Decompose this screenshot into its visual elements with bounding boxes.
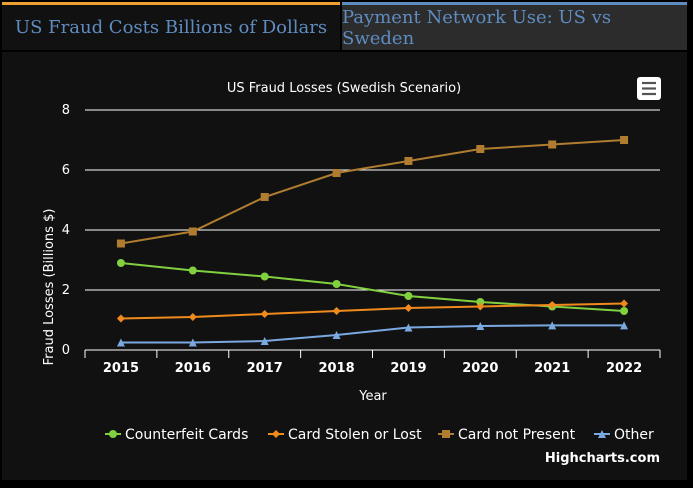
series-line [120, 324, 625, 344]
series-other [116, 321, 629, 347]
data-point[interactable] [404, 323, 413, 332]
hamburger-menu-icon[interactable] [642, 81, 656, 96]
x-tick-label: 2018 [318, 361, 354, 376]
tab-bar: US Fraud Costs Billions of Dollars Payme… [0, 0, 693, 52]
legend-symbol[interactable] [109, 430, 117, 438]
data-point[interactable] [620, 307, 629, 315]
legend-label: Other [614, 427, 654, 443]
x-tick-label: 2015 [103, 361, 139, 376]
data-point[interactable] [260, 337, 269, 345]
data-point[interactable] [116, 239, 125, 248]
data-point[interactable] [548, 301, 557, 309]
data-point[interactable] [404, 157, 413, 165]
data-point[interactable] [548, 321, 557, 330]
x-tick-label: 2016 [175, 361, 211, 376]
data-point[interactable] [404, 304, 413, 312]
series-card-not-present [116, 136, 629, 248]
series-line [120, 302, 625, 320]
data-point[interactable] [620, 321, 629, 330]
data-point[interactable] [332, 169, 341, 177]
x-tick-label: 2022 [606, 361, 642, 376]
y-tick-label: 4 [62, 223, 70, 238]
data-point[interactable] [332, 280, 341, 288]
data-point[interactable] [260, 193, 269, 201]
data-point[interactable] [260, 272, 269, 281]
legend-symbol[interactable] [442, 430, 450, 438]
y-tick-label: 0 [62, 343, 70, 358]
chart-menu-button[interactable] [637, 77, 661, 100]
data-point[interactable] [116, 314, 125, 323]
series-line [120, 139, 625, 245]
legend-item[interactable]: Card not Present [438, 427, 576, 443]
legend-item[interactable]: Other [594, 427, 654, 443]
x-tick-label: 2017 [247, 361, 283, 376]
series-group [116, 136, 629, 347]
x-tick-label: 2020 [462, 361, 498, 376]
legend-label: Card not Present [458, 427, 576, 443]
x-axis: 2015 2016 2017 2018 2019 2020 2021 2022 [84, 349, 661, 376]
x-tick-label: 2021 [534, 361, 570, 376]
tab-payment-network-use[interactable]: Payment Network Use: US vs Sweden [342, 2, 687, 50]
legend-label: Counterfeit Cards [125, 427, 248, 443]
data-point[interactable] [188, 266, 197, 275]
data-point[interactable] [188, 313, 197, 321]
data-point[interactable] [476, 298, 485, 306]
data-point[interactable] [476, 302, 485, 311]
chart-title: US Fraud Losses (Swedish Scenario) [227, 81, 461, 96]
x-axis-label: Year [358, 389, 387, 404]
tab-us-fraud-costs[interactable]: US Fraud Costs Billions of Dollars [2, 2, 340, 50]
y-tick-label: 8 [62, 103, 70, 118]
credit-link[interactable]: Highcharts.com [545, 451, 660, 466]
y-tick-label: 2 [62, 283, 70, 298]
data-point[interactable] [332, 331, 341, 339]
data-point[interactable] [116, 338, 125, 347]
y-tick-label: 6 [62, 163, 70, 178]
legend-symbol[interactable] [598, 430, 606, 438]
legend-item[interactable]: Counterfeit Cards [105, 427, 248, 443]
series-card-stolen-or-lost [116, 299, 629, 323]
y-axis-label: Fraud Losses (Billions $) [42, 209, 57, 366]
chart-svg: US Fraud Losses (Swedish Scenario) 0 2 4 6 8… [42, 77, 661, 466]
chart-panel: US Fraud Losses (Swedish Scenario) 0 2 4 6 8… [2, 52, 687, 480]
data-point[interactable] [620, 299, 629, 308]
legend-label: Card Stolen or Lost [288, 427, 422, 443]
data-point[interactable] [188, 338, 197, 347]
data-point[interactable] [116, 259, 125, 267]
data-point[interactable] [620, 136, 629, 144]
data-point[interactable] [332, 307, 341, 315]
data-point[interactable] [548, 140, 557, 149]
data-point[interactable] [260, 310, 269, 318]
data-point[interactable] [476, 145, 485, 153]
data-point[interactable] [404, 292, 413, 300]
legend-symbol[interactable] [272, 430, 280, 438]
data-point[interactable] [476, 322, 485, 330]
data-point[interactable] [188, 227, 197, 236]
y-axis-ticks: 0 2 4 6 8 [62, 103, 70, 358]
x-tick-label: 2019 [390, 361, 426, 376]
grid-lines [85, 109, 660, 291]
legend-item[interactable]: Card Stolen or Lost [268, 427, 422, 443]
legend: Counterfeit Cards Card Stolen or Lost Card… [105, 427, 654, 443]
